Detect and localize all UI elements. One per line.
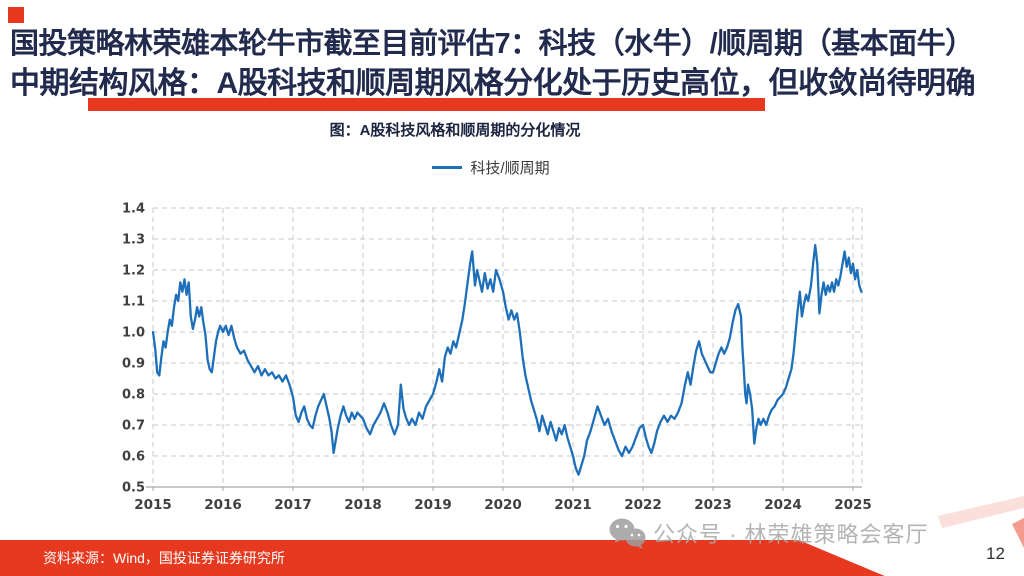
svg-text:1.4: 1.4: [122, 202, 145, 217]
svg-text:2021: 2021: [554, 497, 592, 513]
slide-subtitle: 中期结构风格：A股科技和顺周期风格分化处于历史高位，但收敛尚待明确: [10, 67, 976, 100]
svg-text:2025: 2025: [834, 497, 872, 513]
svg-text:0.8: 0.8: [122, 388, 145, 403]
svg-text:1.3: 1.3: [122, 233, 145, 248]
chart-title: 图：A股科技风格和顺周期的分化情况: [329, 122, 581, 139]
svg-text:2017: 2017: [274, 497, 312, 513]
svg-text:1.1: 1.1: [122, 295, 145, 310]
wechat-icon: [609, 518, 646, 549]
line-chart: 0.5 0.6 0.7 0.8 0.9 1.0 1.1 1.2 1.3 1.4 2015 2016 20…: [122, 202, 872, 514]
chart-legend: 科技/顺周期: [341, 157, 641, 177]
svg-text:1.0: 1.0: [122, 326, 145, 341]
svg-text:2022: 2022: [624, 497, 662, 513]
legend-line-swatch: [432, 165, 463, 169]
svg-text:2023: 2023: [694, 497, 732, 513]
corner-ribbon-decoration: [938, 496, 1024, 548]
svg-text:2016: 2016: [204, 497, 242, 513]
legend-label: 科技/顺周期: [470, 159, 550, 177]
svg-text:2020: 2020: [484, 497, 522, 513]
slide-title: 国投策略林荣雄本轮牛市截至目前评估7：科技（水牛）/顺周期（基本面牛）: [10, 28, 974, 60]
footer-red-band: [0, 540, 885, 576]
svg-text:0.9: 0.9: [122, 357, 145, 372]
svg-text:2015: 2015: [134, 497, 172, 513]
corner-accent-square: [8, 7, 24, 23]
svg-text:0.6: 0.6: [122, 450, 145, 465]
svg-text:2024: 2024: [764, 497, 802, 513]
data-source-note: 资料来源：Wind，国投证券证券研究所: [43, 550, 285, 566]
watermark: 公众号 · 林荣雄策略会客厅: [608, 515, 929, 551]
svg-text:1.2: 1.2: [122, 264, 145, 279]
svg-text:0.7: 0.7: [122, 419, 145, 434]
svg-text:0.5: 0.5: [122, 481, 145, 496]
title-underline-bar: [88, 98, 765, 111]
page-number: 12: [986, 544, 1005, 563]
svg-text:2018: 2018: [344, 497, 382, 513]
watermark-text: 公众号 · 林荣雄策略会客厅: [653, 522, 929, 547]
svg-text:2019: 2019: [414, 497, 452, 513]
